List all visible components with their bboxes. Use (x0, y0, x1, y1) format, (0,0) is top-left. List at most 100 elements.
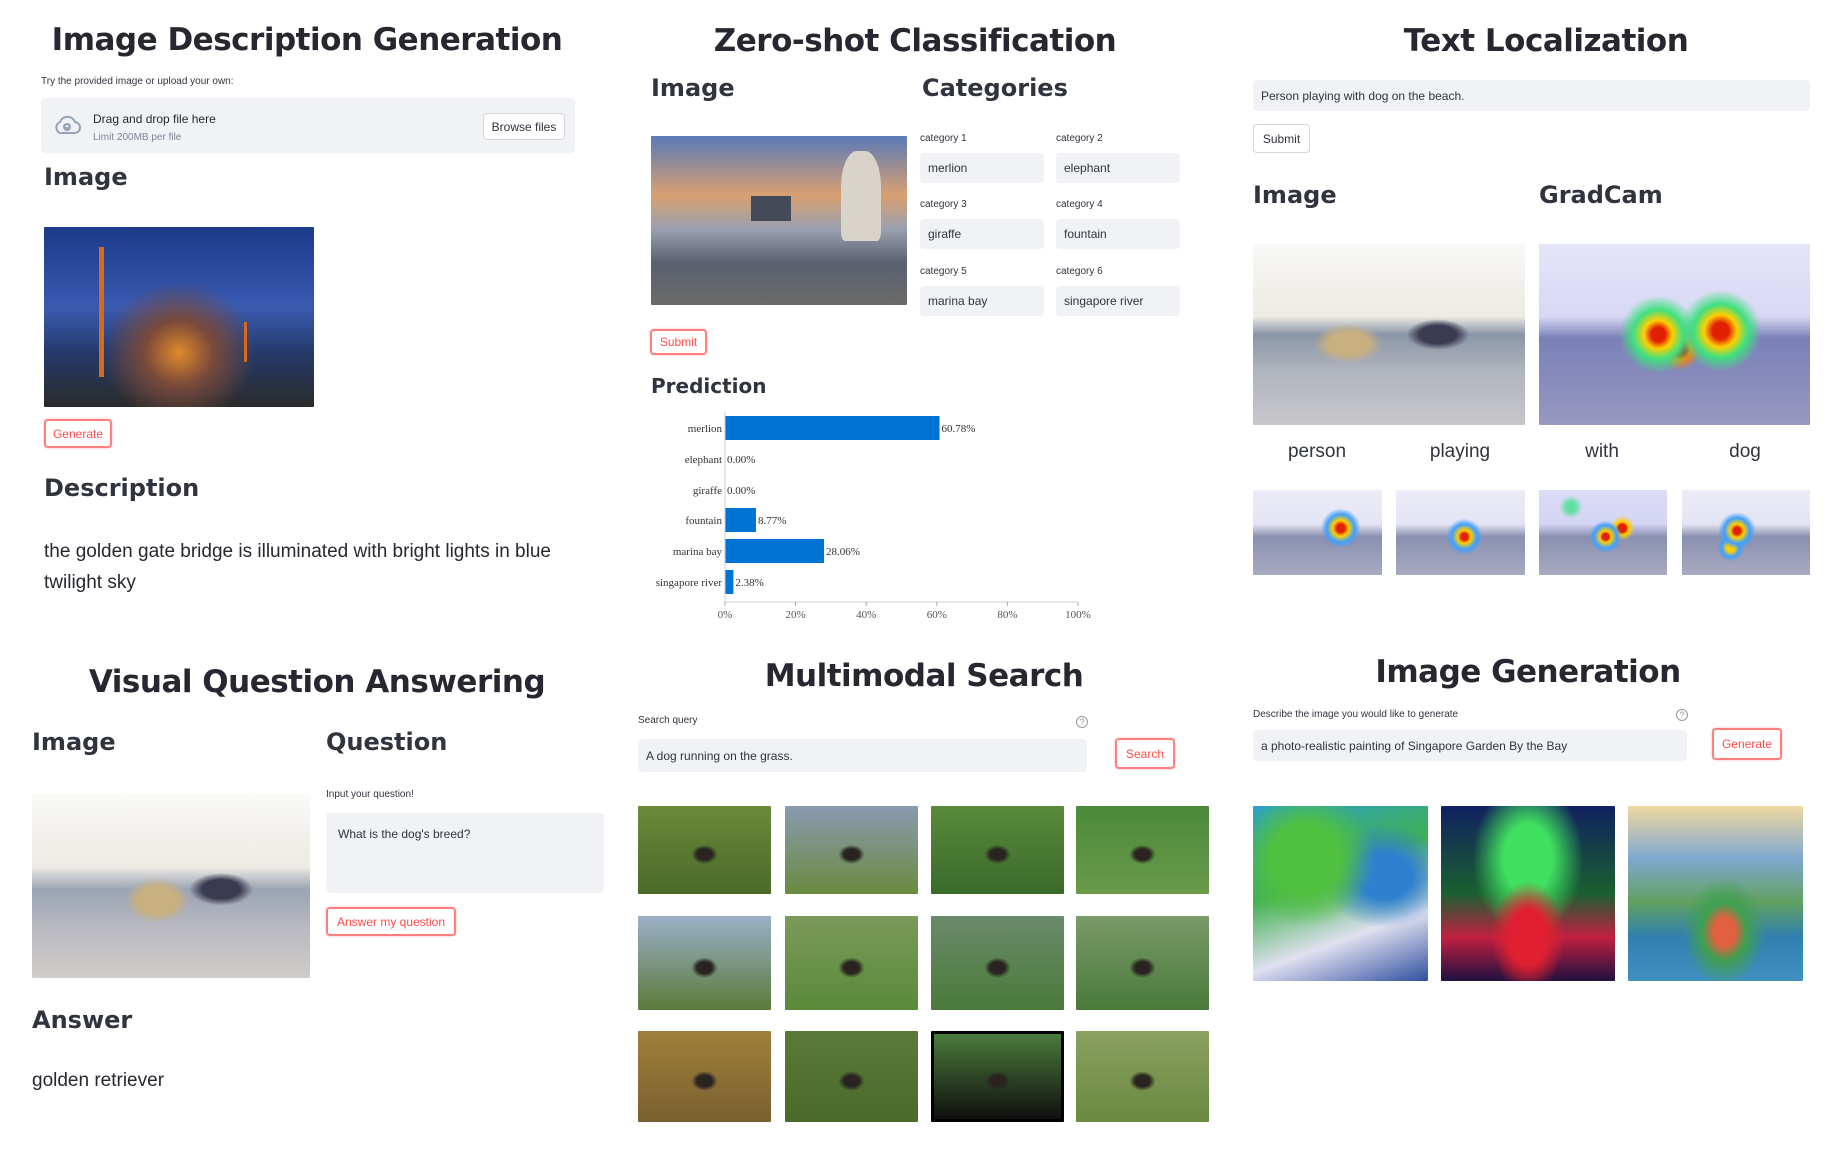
gradcam-heading: GradCam (1539, 181, 1663, 209)
prompt-label: Describe the image you would like to gen… (1253, 709, 1459, 720)
gradcam-with-image (1539, 490, 1667, 575)
question-input-label: Input your question! (326, 789, 414, 800)
browse-files-button[interactable]: Browse files (483, 113, 565, 140)
zeroshot-submit-button[interactable]: Submit (650, 329, 707, 355)
search-query-input[interactable]: A dog running on the grass. (638, 739, 1087, 772)
data-label: 8.77% (758, 515, 786, 527)
textloc-input[interactable]: Person playing with dog on the beach. (1253, 80, 1810, 111)
bar (725, 570, 734, 594)
gradcam-image (1539, 244, 1810, 425)
search-result-image[interactable] (785, 916, 918, 1010)
zeroshot-image-heading: Image (651, 74, 735, 102)
category-tick-label: singapore river (656, 577, 723, 589)
category-label: category 5 (920, 266, 967, 277)
categories-heading: Categories (922, 74, 1068, 102)
vqa-title: Visual Question Answering (88, 664, 546, 700)
category-label: category 6 (1056, 266, 1103, 277)
uploader-main-text: Drag and drop file here (93, 112, 216, 126)
category-input[interactable]: singapore river (1056, 286, 1180, 316)
x-tick-label: 20% (786, 609, 806, 621)
description-text: the golden gate bridge is illuminated wi… (44, 541, 551, 593)
category-tick-label: marina bay (673, 546, 723, 558)
generated-image-1 (1253, 806, 1428, 981)
category-tick-label: giraffe (693, 485, 722, 497)
search-result-image[interactable] (785, 806, 918, 894)
bar (725, 539, 825, 563)
vqa-image-heading: Image (32, 728, 116, 756)
category-label: category 4 (1056, 199, 1103, 210)
beach-image (1253, 244, 1525, 425)
desc-title: Image Description Generation (51, 22, 563, 58)
category-label: category 2 (1056, 133, 1103, 144)
prediction-bar-chart: merlion 60.78% elephant 0.00% giraffe 0.00% fo… (656, 412, 1091, 621)
answer-question-button[interactable]: Answer my question (326, 907, 456, 936)
x-tick-label: 100% (1065, 609, 1091, 621)
search-result-image[interactable] (638, 806, 771, 894)
imggen-title: Image Generation (1375, 654, 1681, 690)
search-query-label: Search query (638, 715, 698, 726)
category-tick-label: merlion (688, 423, 723, 435)
data-label: 2.38% (735, 577, 763, 589)
search-result-image[interactable] (1076, 916, 1209, 1010)
search-result-image[interactable] (1076, 806, 1209, 894)
gradcam-person-image (1253, 490, 1382, 575)
search-result-image[interactable] (785, 1031, 918, 1122)
x-tick-label: 0% (718, 609, 733, 621)
generated-image-3 (1628, 806, 1803, 981)
category-label: category 1 (920, 133, 967, 144)
zeroshot-title: Zero-shot Classification (713, 23, 1117, 59)
category-tick-label: elephant (685, 454, 722, 466)
question-textarea[interactable]: What is the dog's breed? (326, 813, 604, 893)
textloc-image-heading: Image (1253, 181, 1337, 209)
category-input[interactable]: marina bay (920, 286, 1044, 316)
category-input[interactable]: fountain (1056, 219, 1180, 249)
category-input[interactable]: merlion (920, 153, 1044, 183)
search-title: Multimodal Search (764, 658, 1084, 694)
x-tick-label: 40% (856, 609, 876, 621)
data-label: 28.06% (826, 546, 860, 558)
category-input[interactable]: elephant (1056, 153, 1180, 183)
generate-description-button[interactable]: Generate (44, 419, 112, 448)
merlion-image (651, 136, 907, 305)
word-with: with (1585, 441, 1619, 462)
try-label: Try the provided image or upload your ow… (41, 76, 234, 87)
word-playing: playing (1429, 441, 1491, 462)
gradcam-playing-image (1396, 490, 1525, 575)
data-label: 0.00% (727, 454, 755, 466)
textloc-submit-button[interactable]: Submit (1253, 124, 1310, 153)
search-button[interactable]: Search (1115, 738, 1175, 769)
gradcam-dog-image (1682, 490, 1810, 575)
prompt-input[interactable]: a photo-realistic painting of Singapore … (1253, 730, 1687, 761)
vqa-question-heading: Question (326, 728, 448, 756)
search-result-image[interactable] (931, 1031, 1064, 1122)
bar (725, 508, 756, 532)
category-input[interactable]: giraffe (920, 219, 1044, 249)
category-label: category 3 (920, 199, 967, 210)
description-heading: Description (44, 474, 200, 502)
search-result-image[interactable] (931, 916, 1064, 1010)
uploader-limit-text: Limit 200MB per file (93, 132, 182, 143)
data-label: 60.78% (942, 423, 976, 435)
category-tick-label: fountain (685, 515, 722, 527)
data-label: 0.00% (727, 485, 755, 497)
search-result-image[interactable] (931, 806, 1064, 894)
golden-gate-image (44, 227, 314, 407)
search-result-image[interactable] (638, 1031, 771, 1122)
x-tick-label: 80% (997, 609, 1017, 621)
search-result-image[interactable] (1076, 1031, 1209, 1122)
vqa-beach-image (32, 793, 310, 978)
question-circle-icon[interactable]: ? (1676, 709, 1688, 721)
file-uploader[interactable]: Drag and drop file here Limit 200MB per … (41, 98, 575, 153)
generated-image-2 (1441, 806, 1615, 981)
bar (725, 416, 940, 440)
generate-image-button[interactable]: Generate (1712, 728, 1782, 760)
word-person: person (1287, 441, 1347, 462)
answer-text: golden retriever (32, 1070, 165, 1091)
desc-image-heading: Image (44, 163, 128, 191)
question-circle-icon[interactable]: ? (1076, 716, 1088, 728)
cloud-upload-icon (55, 115, 81, 134)
search-result-image[interactable] (638, 916, 771, 1010)
answer-heading: Answer (32, 1006, 133, 1034)
prediction-heading: Prediction (651, 374, 767, 398)
word-dog: dog (1729, 441, 1761, 462)
